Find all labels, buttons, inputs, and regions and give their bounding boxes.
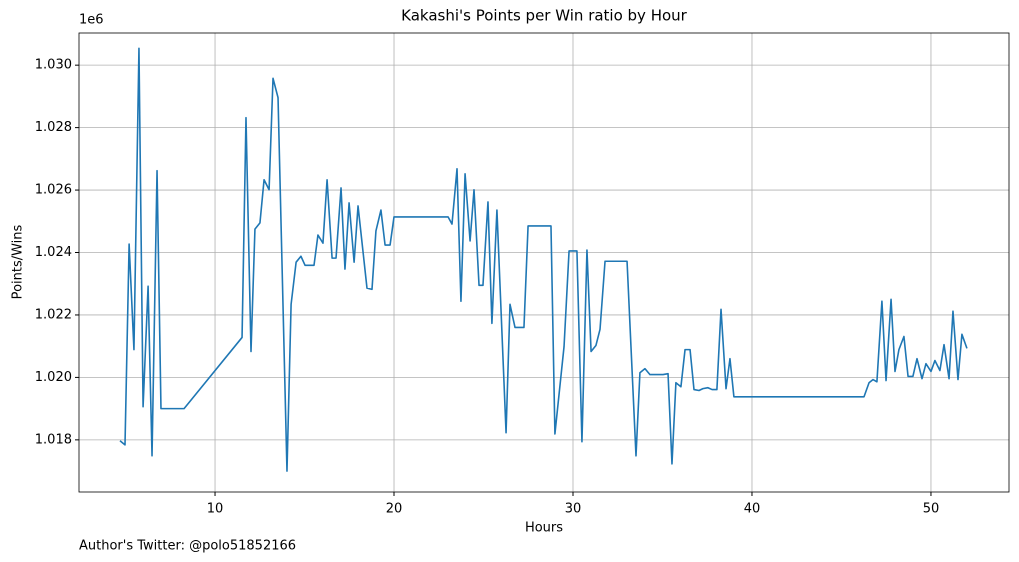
x-tick-label: 10 bbox=[207, 502, 224, 517]
y-tick-label: 1.022 bbox=[35, 307, 72, 322]
y-tick-label: 1.026 bbox=[35, 183, 72, 198]
y-tick-label: 1.024 bbox=[35, 245, 72, 260]
x-tick-label: 40 bbox=[744, 502, 761, 517]
y-tick-label: 1.028 bbox=[35, 120, 72, 135]
data-line bbox=[119, 47, 968, 472]
plot-frame bbox=[78, 32, 1010, 493]
x-tick-label: 50 bbox=[923, 502, 940, 517]
y-tick-label: 1.030 bbox=[35, 58, 72, 73]
y-tick-label: 1.020 bbox=[35, 370, 72, 385]
x-tick-label: 20 bbox=[386, 502, 403, 517]
x-tick-label: 30 bbox=[565, 502, 582, 517]
y-tick-label: 1.018 bbox=[35, 432, 72, 447]
y-axis-label: Points/Wins bbox=[11, 224, 26, 299]
chart-title: Kakashi's Points per Win ratio by Hour bbox=[401, 7, 688, 25]
y-offset-label: 1e6 bbox=[79, 13, 104, 28]
footnote: Author's Twitter: @polo51852166 bbox=[79, 539, 296, 554]
x-axis-label: Hours bbox=[525, 521, 563, 536]
